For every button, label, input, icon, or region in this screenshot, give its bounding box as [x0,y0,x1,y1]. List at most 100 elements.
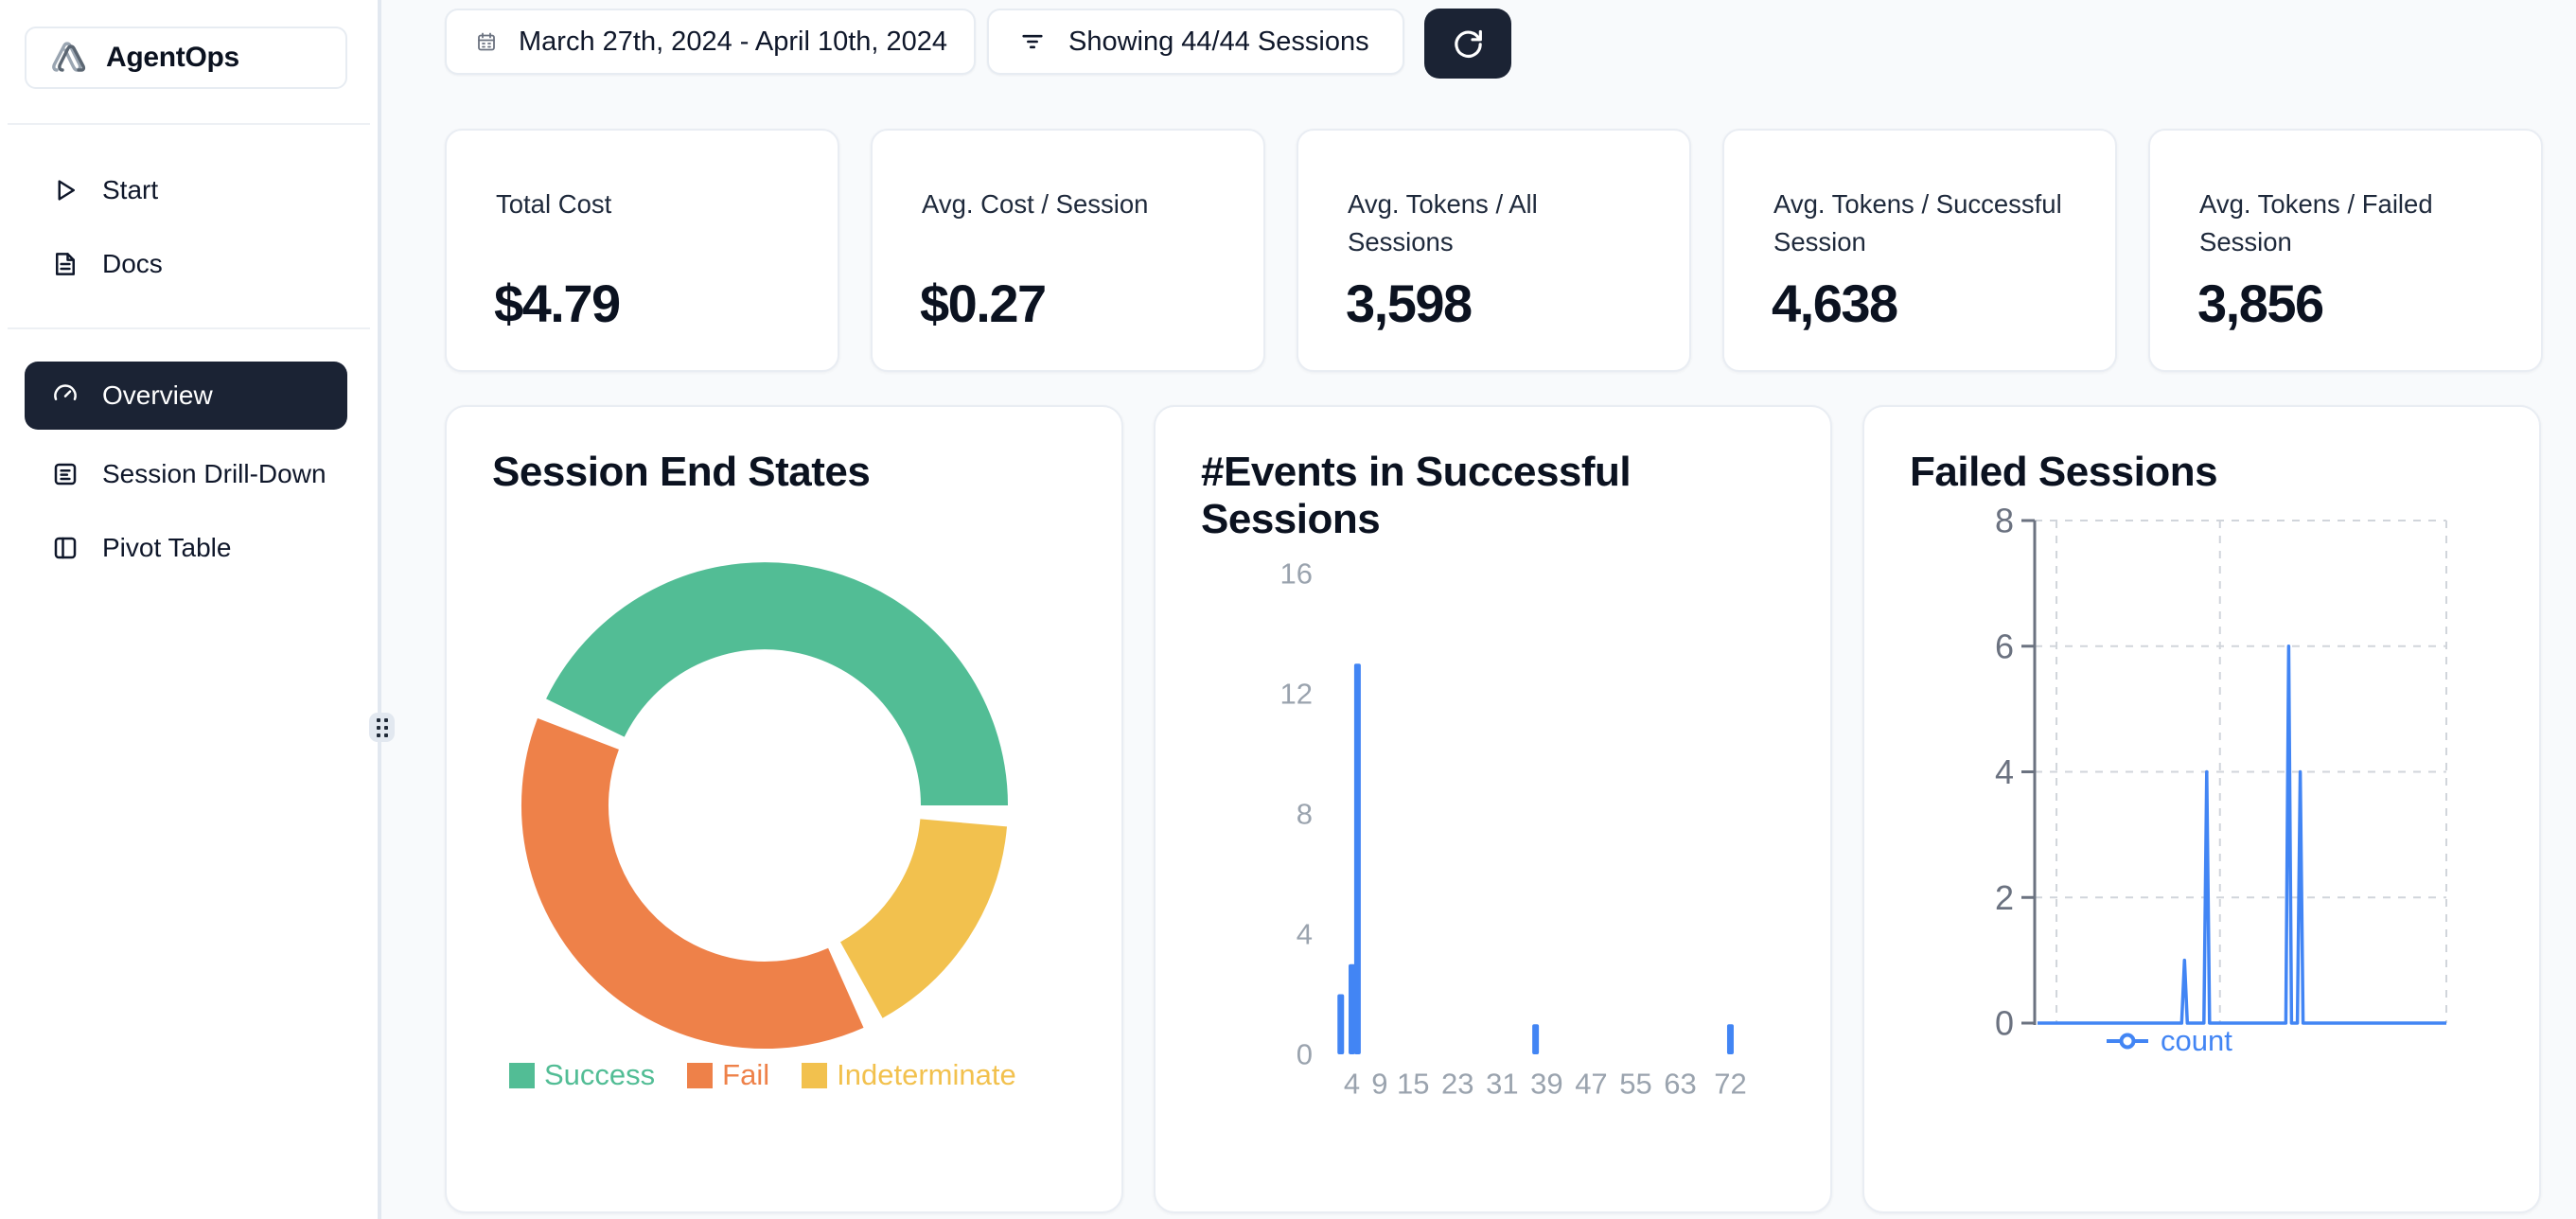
date-range-label: March 27th, 2024 - April 10th, 2024 [519,26,948,57]
stat-card-avg-tokens-failed: Avg. Tokens / Failed Session 3,856 [2148,129,2543,372]
bar [1726,1024,1734,1054]
y-axis-tick-label: 8 [1297,798,1313,831]
x-axis-tick-label: 47 [1575,1068,1607,1101]
count-legend: count [2106,1024,2232,1058]
sidebar-item-docs[interactable]: Docs [25,235,347,293]
stat-value: $0.27 [920,274,1047,333]
count-legend-label: count [2161,1024,2232,1057]
columns-icon [51,534,79,562]
session-end-states-donut-chart [521,562,1008,1049]
refresh-icon [1449,25,1487,62]
logo-button[interactable]: AgentOps [25,26,347,89]
events-in-successful-sessions-card: #Events in Successful Sessions 16 12 8 4 0 4 9… [1154,405,1832,1213]
sidebar-item-label: Pivot Table [102,533,232,562]
stat-value: $4.79 [494,274,621,333]
bar [1353,663,1361,1054]
stat-value: 3,598 [1346,274,1473,333]
sidebar-item-label: Docs [102,249,163,278]
legend-item-indeterminate[interactable]: Indeterminate [802,1058,1016,1092]
legend-swatch [802,1062,828,1088]
document-icon [51,250,79,278]
grip-dots-icon [376,717,388,737]
sidebar-item-session-drill-down[interactable]: Session Drill-Down [25,445,347,504]
y-axis-tick-label: 0 [1995,1004,2014,1043]
x-axis-tick-label: 9 [1371,1068,1387,1101]
y-axis-tick-label: 0 [1297,1038,1313,1071]
sidebar-divider [8,327,370,329]
chart-title: #Events in Successful Sessions [1201,449,1632,542]
session-end-states-card: Session End States Success Fail Indetermin… [445,405,1123,1213]
main-content: March 27th, 2024 - April 10th, 2024 Show… [385,0,2576,1219]
failed-sessions-line-chart: 8 6 4 2 0 [1995,502,2447,1043]
legend-item-success[interactable]: Success [509,1058,655,1092]
date-range-button[interactable]: March 27th, 2024 - April 10th, 2024 [445,9,976,75]
sidebar-item-label: Start [102,175,159,204]
stat-value: 3,856 [2197,274,2324,333]
y-axis-tick-label: 4 [1297,918,1313,951]
sidebar-item-label: Session Drill-Down [102,459,326,488]
play-icon [51,176,79,204]
donut-segment-indeterminate [839,818,1008,1018]
line-marker-icon [2106,1031,2149,1051]
stat-label: Avg. Tokens / All Sessions [1348,189,1538,256]
legend-item-fail[interactable]: Fail [687,1058,769,1092]
legend-label: Indeterminate [837,1058,1016,1091]
stat-value: 4,638 [1772,274,1898,333]
legend-label: Fail [722,1058,770,1091]
x-axis-tick-label: 31 [1486,1068,1518,1101]
stat-label: Total Cost [496,189,612,219]
agentops-logo-icon [49,38,89,78]
x-axis-tick-label: 4 [1344,1068,1360,1101]
x-axis-tick-label: 23 [1441,1068,1473,1101]
calendar-icon [475,30,498,53]
sessions-filter-label: Showing 44/44 Sessions [1068,26,1369,57]
list-icon [51,460,79,488]
x-axis-tick-label: 39 [1530,1068,1562,1101]
y-axis-tick-label: 6 [1995,627,2014,665]
charts-row: Session End States Success Fail Indetermin… [445,405,2576,1213]
sidebar-item-start[interactable]: Start [25,161,347,220]
stat-card-avg-tokens-successful: Avg. Tokens / Successful Session 4,638 [1722,129,2117,372]
donut-segment-fail [521,717,864,1049]
donut-legend: Success Fail Indeterminate [509,1058,1016,1092]
sidebar-item-pivot-table[interactable]: Pivot Table [25,519,347,577]
y-axis-tick-label: 8 [1995,502,2014,540]
failed-sessions-card: Failed Sessions 8 6 4 2 0 count [1862,405,2541,1213]
y-axis-tick-label: 12 [1280,678,1313,711]
legend-label: Success [544,1058,656,1091]
sidebar-divider [8,123,370,125]
stat-label: Avg. Cost / Session [922,189,1149,219]
chart-title: Session End States [492,449,871,495]
bar [1349,963,1356,1054]
x-axis-tick-label: 15 [1397,1068,1429,1101]
x-axis-tick-label: 72 [1714,1068,1746,1101]
stat-card-total-cost: Total Cost $4.79 [445,129,839,372]
logo-text: AgentOps [106,42,239,73]
stat-label: Avg. Tokens / Successful Session [1773,189,2062,256]
sidebar: AgentOps Start Docs [0,0,381,1219]
filter-icon [1019,28,1046,55]
y-axis-tick-label: 4 [1995,752,2014,791]
stat-label: Avg. Tokens / Failed Session [2199,189,2433,256]
chart-title: Failed Sessions [1910,449,2218,495]
refresh-button[interactable] [1424,9,1511,79]
legend-swatch [509,1062,535,1088]
bar [1337,994,1345,1054]
sessions-filter-button[interactable]: Showing 44/44 Sessions [987,9,1404,75]
sidebar-item-label: Overview [102,380,213,410]
bar [1532,1024,1540,1054]
stats-row: Total Cost $4.79 Avg. Cost / Session $0.… [445,129,2576,372]
sidebar-resize-handle[interactable] [369,713,395,742]
y-axis-tick-label: 2 [1995,878,2014,917]
sidebar-item-overview[interactable]: Overview [25,362,347,430]
legend-swatch [687,1062,714,1088]
x-axis-tick-label: 63 [1664,1068,1696,1101]
y-axis-tick-label: 16 [1280,557,1313,591]
stat-card-avg-cost-session: Avg. Cost / Session $0.27 [871,129,1265,372]
gauge-icon [51,381,79,410]
count-line [2038,645,2446,1025]
x-axis-tick-label: 55 [1619,1068,1651,1101]
stat-card-avg-tokens-all: Avg. Tokens / All Sessions 3,598 [1297,129,1691,372]
